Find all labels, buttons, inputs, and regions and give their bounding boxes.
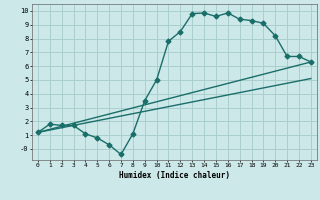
X-axis label: Humidex (Indice chaleur): Humidex (Indice chaleur) <box>119 171 230 180</box>
